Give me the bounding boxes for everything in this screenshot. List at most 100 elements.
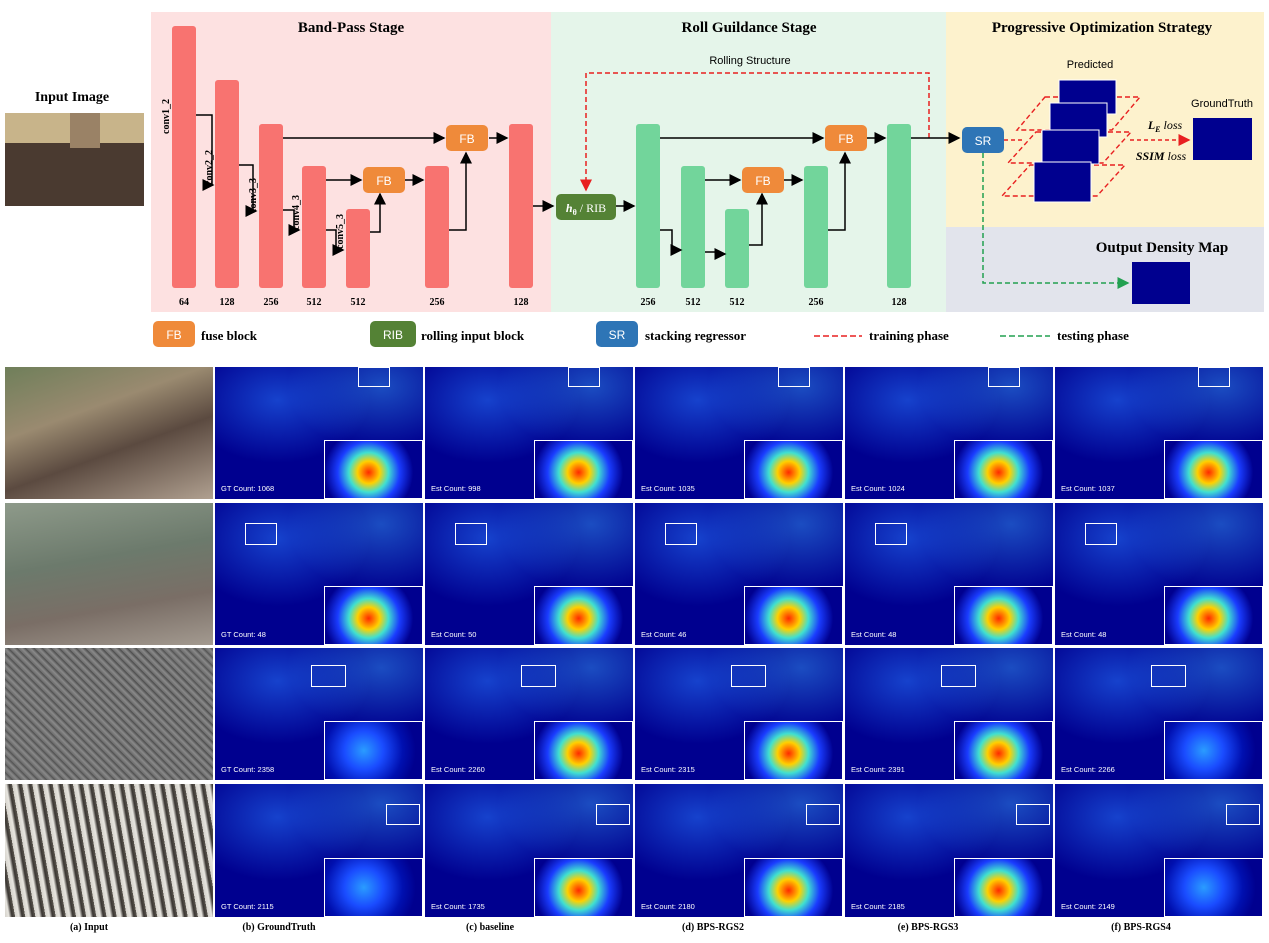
count-label: Est Count: 48 [1061,630,1107,639]
rolling-structure-label: Rolling Structure [709,55,790,67]
sr-block: SR [962,127,1004,153]
density-map: Est Count: 2185 [845,784,1053,917]
count-label: Est Count: 48 [851,630,897,639]
output-stage-bg [946,227,1264,312]
conv-label-5: conv5_3 [335,214,346,249]
density-map: Est Count: 2260 [425,648,633,780]
svg-text:FB: FB [755,174,770,188]
svg-text:fuse block: fuse block [201,328,258,343]
density-map: Est Count: 2180 [635,784,843,917]
count-label: Est Count: 2149 [1061,902,1115,911]
density-map: GT Count: 2358 [215,648,423,780]
svg-text:512: 512 [351,297,366,308]
svg-text:256: 256 [264,297,279,308]
count-label: Est Count: 998 [431,484,481,493]
input-photo-1 [5,367,213,499]
groundtruth-map [1193,118,1252,160]
legend: FB fuse block RIB rolling input block SR… [153,321,1129,347]
rib-block: hθ / RIB [556,194,616,220]
count-label: Est Count: 2266 [1061,765,1115,774]
input-image-label: Input Image [35,90,109,105]
progressive-title: Progressive Optimization Strategy [992,20,1213,36]
bar-up2 [509,124,533,288]
bar-conv1 [172,26,196,288]
density-map: Est Count: 46 [635,503,843,645]
svg-text:rolling input block: rolling input block [421,328,525,343]
input-photo-2 [5,503,213,645]
svg-text:512: 512 [686,297,701,308]
column-caption: (e) BPS-RGS3 [897,922,959,933]
pred-map-3 [1041,129,1100,165]
roll-bar-5 [887,124,911,288]
density-map: Est Count: 998 [425,367,633,499]
density-map: GT Count: 48 [215,503,423,645]
density-map: GT Count: 1068 [215,367,423,499]
svg-text:FB: FB [838,132,853,146]
groundtruth-label: GroundTruth [1191,98,1253,110]
density-map: Est Count: 2149 [1055,784,1263,917]
svg-text:RIB: RIB [383,328,403,342]
density-map: Est Count: 1735 [425,784,633,917]
input-image [5,113,144,206]
roll-stage-title: Roll Guildance Stage [681,20,816,36]
svg-text:stacking regressor: stacking regressor [645,328,746,343]
count-label: Est Count: 50 [431,630,477,639]
count-label: Est Count: 2180 [641,902,695,911]
svg-text:training phase: training phase [869,328,949,343]
density-map: Est Count: 1035 [635,367,843,499]
output-density-map [1132,262,1190,304]
density-map: Est Count: 48 [1055,503,1263,645]
count-label: Est Count: 46 [641,630,687,639]
bar-conv5 [346,209,370,288]
svg-text:128: 128 [514,297,529,308]
svg-text:FB: FB [459,132,474,146]
input-photo-3 [5,648,213,780]
count-label: Est Count: 1024 [851,484,905,493]
svg-text:512: 512 [307,297,322,308]
density-map: Est Count: 48 [845,503,1053,645]
column-caption: (f) BPS-RGS4 [1111,922,1171,933]
count-label: Est Count: 1035 [641,484,695,493]
svg-text:SR: SR [609,328,626,342]
roll-bar-1 [636,124,660,288]
svg-text:256: 256 [809,297,824,308]
svg-text:SR: SR [975,134,992,148]
count-label: Est Count: 1037 [1061,484,1115,493]
count-label: Est Count: 2391 [851,765,905,774]
svg-text:FB: FB [376,174,391,188]
svg-text:256: 256 [641,297,656,308]
density-map: GT Count: 2115 [215,784,423,917]
column-caption: (b) GroundTruth [242,922,316,933]
le-loss: LE loss [1147,118,1183,134]
output-title: Output Density Map [1096,240,1229,256]
conv-label-1: conv1_2 [161,99,172,134]
count-label: GT Count: 2115 [221,902,274,911]
density-map: Est Count: 1024 [845,367,1053,499]
conv-label-4: conv4_3 [291,195,302,230]
fb-block-2: FB [446,125,488,151]
svg-text:128: 128 [220,297,235,308]
density-map: Est Count: 1037 [1055,367,1263,499]
svg-text:256: 256 [430,297,445,308]
bar-conv3 [259,124,283,288]
count-label: GT Count: 2358 [221,765,275,774]
conv-label-2: conv2_2 [204,150,215,185]
fb-block-1: FB [363,167,405,193]
density-map: Est Count: 2266 [1055,648,1263,780]
density-map: Est Count: 2391 [845,648,1053,780]
count-label: Est Count: 1735 [431,902,485,911]
svg-text:64: 64 [179,297,189,308]
count-label: Est Count: 2315 [641,765,695,774]
svg-text:FB: FB [166,328,181,342]
bar-conv4 [302,166,326,288]
svg-text:hθ/ RIB: hθ / RIB [566,201,606,217]
input-photo-4 [5,784,213,917]
pred-map-4 [1033,161,1092,203]
roll-bar-2 [681,166,705,288]
roll-bar-4 [804,166,828,288]
column-caption: (d) BPS-RGS2 [682,922,744,933]
column-caption: (a) Input [69,922,109,933]
column-caption: (c) baseline [465,922,515,933]
bar-up1 [425,166,449,288]
